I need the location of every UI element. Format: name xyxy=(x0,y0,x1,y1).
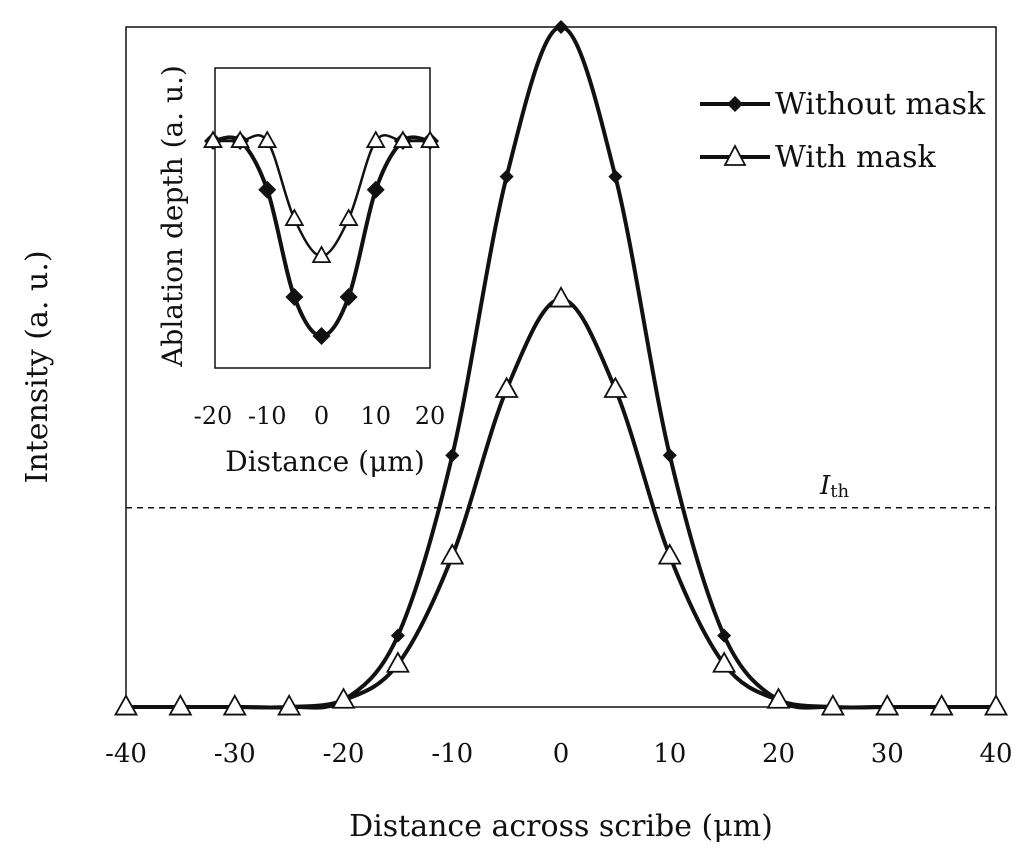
main-data-point xyxy=(440,543,465,565)
inset-data-point xyxy=(365,130,386,148)
inset-data-point xyxy=(285,288,304,306)
main-data-point xyxy=(390,628,405,643)
main-x-tick-label: 40 xyxy=(979,739,1012,769)
legend: Without mask With mask xyxy=(700,87,986,175)
main-data-point xyxy=(385,651,410,673)
main-data-point xyxy=(331,687,356,709)
inset-x-tick-label: 20 xyxy=(415,402,446,430)
main-data-point xyxy=(168,694,193,716)
main-data-point xyxy=(548,286,574,308)
inset-data-point xyxy=(257,130,278,148)
inset-series-group xyxy=(203,130,440,345)
main-series-group xyxy=(113,20,1009,716)
main-data-point xyxy=(875,694,900,716)
main-y-axis-label: Intensity (a. u.) xyxy=(20,250,55,483)
main-data-point xyxy=(712,651,737,673)
inset-x-tick-label: -20 xyxy=(194,402,233,430)
main-data-point xyxy=(445,448,460,463)
inset-data-point xyxy=(258,180,277,199)
main-data-point xyxy=(766,687,791,709)
legend-label-with-mask: With mask xyxy=(775,140,937,175)
threshold-label: Ith xyxy=(819,471,850,502)
main-data-point xyxy=(113,694,139,716)
main-data-point xyxy=(222,694,247,716)
inset-data-point xyxy=(312,327,331,345)
legend-label-without-mask: Without mask xyxy=(775,87,986,122)
main-data-point xyxy=(499,169,514,184)
main-x-tick-label: -40 xyxy=(105,739,147,769)
main-x-tick-label: -20 xyxy=(323,739,365,769)
main-data-point xyxy=(717,628,732,643)
inset-x-tick-label: -10 xyxy=(248,402,287,430)
legend-marker-with-mask xyxy=(723,144,747,166)
legend-marker-without-mask xyxy=(727,96,743,112)
main-data-point xyxy=(603,376,628,398)
main-x-tick-label: 30 xyxy=(871,739,904,769)
main-x-axis-label: Distance across scribe (μm) xyxy=(349,809,773,844)
inset-data-point xyxy=(311,245,332,263)
inset-x-ticks: -20 -10 0 10 20 xyxy=(194,402,446,430)
main-data-point xyxy=(277,694,302,716)
inset-data-point xyxy=(338,208,359,226)
main-data-point xyxy=(820,694,845,716)
inset-plot-frame xyxy=(214,67,431,369)
main-x-tick-label: 10 xyxy=(653,739,686,769)
inset-data-point xyxy=(284,208,305,226)
main-data-point xyxy=(929,694,954,716)
inset-data-point xyxy=(339,288,358,306)
main-x-ticks: -40 -30 -20 -10 0 10 20 30 40 xyxy=(105,739,1012,769)
main-data-point xyxy=(657,543,682,565)
main-x-tick-label: 0 xyxy=(553,739,570,769)
inset-data-point xyxy=(392,130,413,148)
inset-y-axis-label: Ablation depth (a. u.) xyxy=(156,65,189,368)
main-data-point xyxy=(983,694,1009,716)
main-data-point xyxy=(554,20,568,34)
main-data-point xyxy=(608,169,623,184)
main-x-tick-label: -10 xyxy=(431,739,473,769)
inset-data-point xyxy=(230,130,251,148)
inset-data-point xyxy=(366,180,385,199)
inset-x-tick-label: 10 xyxy=(360,402,391,430)
inset-x-tick-label: 0 xyxy=(314,402,329,430)
main-x-tick-label: -30 xyxy=(214,739,256,769)
inset-data-point xyxy=(203,130,223,148)
main-data-point xyxy=(494,376,519,398)
inset-data-point xyxy=(420,130,440,148)
main-data-point xyxy=(662,448,677,463)
inset-x-axis-label: Distance (μm) xyxy=(225,445,425,478)
main-x-tick-label: 20 xyxy=(762,739,795,769)
inset-background xyxy=(215,68,430,368)
